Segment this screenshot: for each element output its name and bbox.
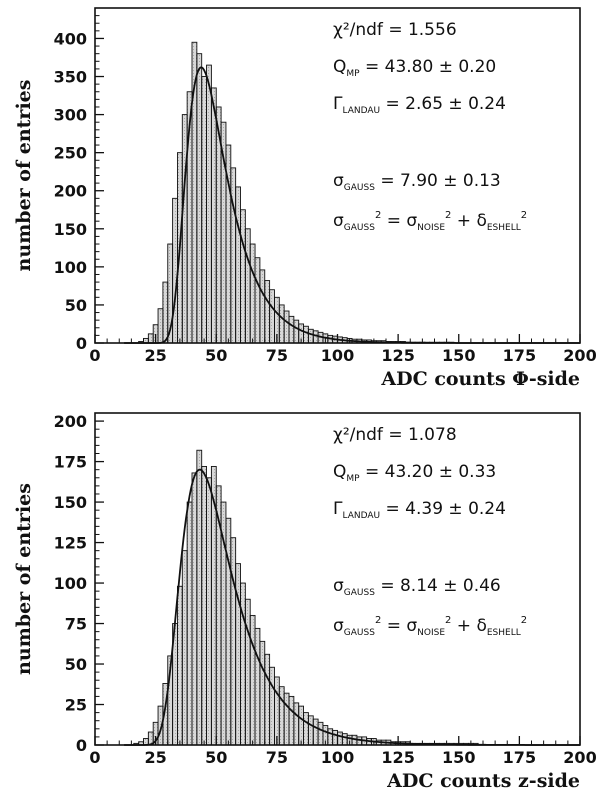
x-tick-label: 200	[563, 346, 596, 365]
x-tick-label: 150	[442, 346, 475, 365]
y-tick-label: 300	[54, 106, 87, 125]
gamma-annotation: ΓLANDAU = 4.39 ± 0.24	[333, 499, 506, 521]
x-tick-label: 150	[442, 748, 475, 767]
x-tick-label: 75	[266, 748, 288, 767]
x-axis-label: ADC counts Φ-side	[380, 368, 580, 390]
y-tick-label: 200	[54, 182, 87, 201]
x-tick-label: 0	[89, 346, 100, 365]
qmp-annotation: QMP = 43.20 ± 0.33	[333, 462, 496, 484]
y-tick-label: 50	[65, 296, 87, 315]
x-tick-label: 75	[266, 346, 288, 365]
x-tick-label: 0	[89, 748, 100, 767]
chi2-annotation: χ²/ndf = 1.078	[333, 425, 457, 445]
sigma-annotation: σGAUSS = 8.14 ± 0.46	[333, 576, 501, 598]
y-axis-label: number of entries	[13, 80, 35, 272]
y-tick-label: 125	[54, 534, 87, 553]
chi2-annotation: χ²/ndf = 1.556	[333, 20, 457, 40]
qmp-annotation: QMP = 43.80 ± 0.20	[333, 57, 496, 79]
histogram-fill	[128, 450, 580, 745]
x-tick-label: 25	[144, 748, 166, 767]
y-tick-label: 25	[65, 696, 87, 715]
x-tick-label: 125	[381, 748, 414, 767]
y-tick-label: 250	[54, 144, 87, 163]
y-axis-label: number of entries	[13, 483, 35, 675]
sigma-formula-annotation: σGAUSS2 = σNOISE2 + δESHELL2	[333, 210, 527, 233]
y-tick-label: 150	[54, 220, 87, 239]
sigma-annotation: σGAUSS = 7.90 ± 0.13	[333, 171, 501, 193]
y-tick-label: 100	[54, 258, 87, 277]
y-tick-label: 100	[54, 574, 87, 593]
y-tick-label: 175	[54, 453, 87, 472]
x-tick-label: 100	[321, 748, 354, 767]
gamma-annotation: ΓLANDAU = 2.65 ± 0.24	[333, 94, 506, 116]
x-tick-label: 200	[563, 748, 596, 767]
y-tick-label: 0	[76, 334, 87, 353]
x-tick-label: 50	[205, 748, 227, 767]
x-tick-label: 175	[503, 346, 536, 365]
y-tick-label: 400	[54, 29, 87, 48]
chart-panel-1: 0 25 50 75 100 125 150 175 200 0 50 100 150 200 250 300…	[13, 7, 597, 390]
x-tick-label: 25	[144, 346, 166, 365]
y-tick-label: 75	[65, 615, 87, 634]
x-tick-label: 50	[205, 346, 227, 365]
x-tick-label: 125	[381, 346, 414, 365]
y-tick-label: 50	[65, 655, 87, 674]
y-tick-label: 350	[54, 68, 87, 87]
y-tick-label: 0	[76, 736, 87, 755]
y-tick-label: 200	[54, 412, 87, 431]
x-axis-label: ADC counts z-side	[386, 770, 580, 792]
x-tick-label: 175	[503, 748, 536, 767]
sigma-formula-annotation: σGAUSS2 = σNOISE2 + δESHELL2	[333, 615, 527, 638]
x-tick-label: 100	[321, 346, 354, 365]
y-tick-label: 150	[54, 493, 87, 512]
chart-panel-2: 0 25 50 75 100 125 150 175 200 0 25 50 75 100 125 150 17…	[13, 412, 597, 792]
